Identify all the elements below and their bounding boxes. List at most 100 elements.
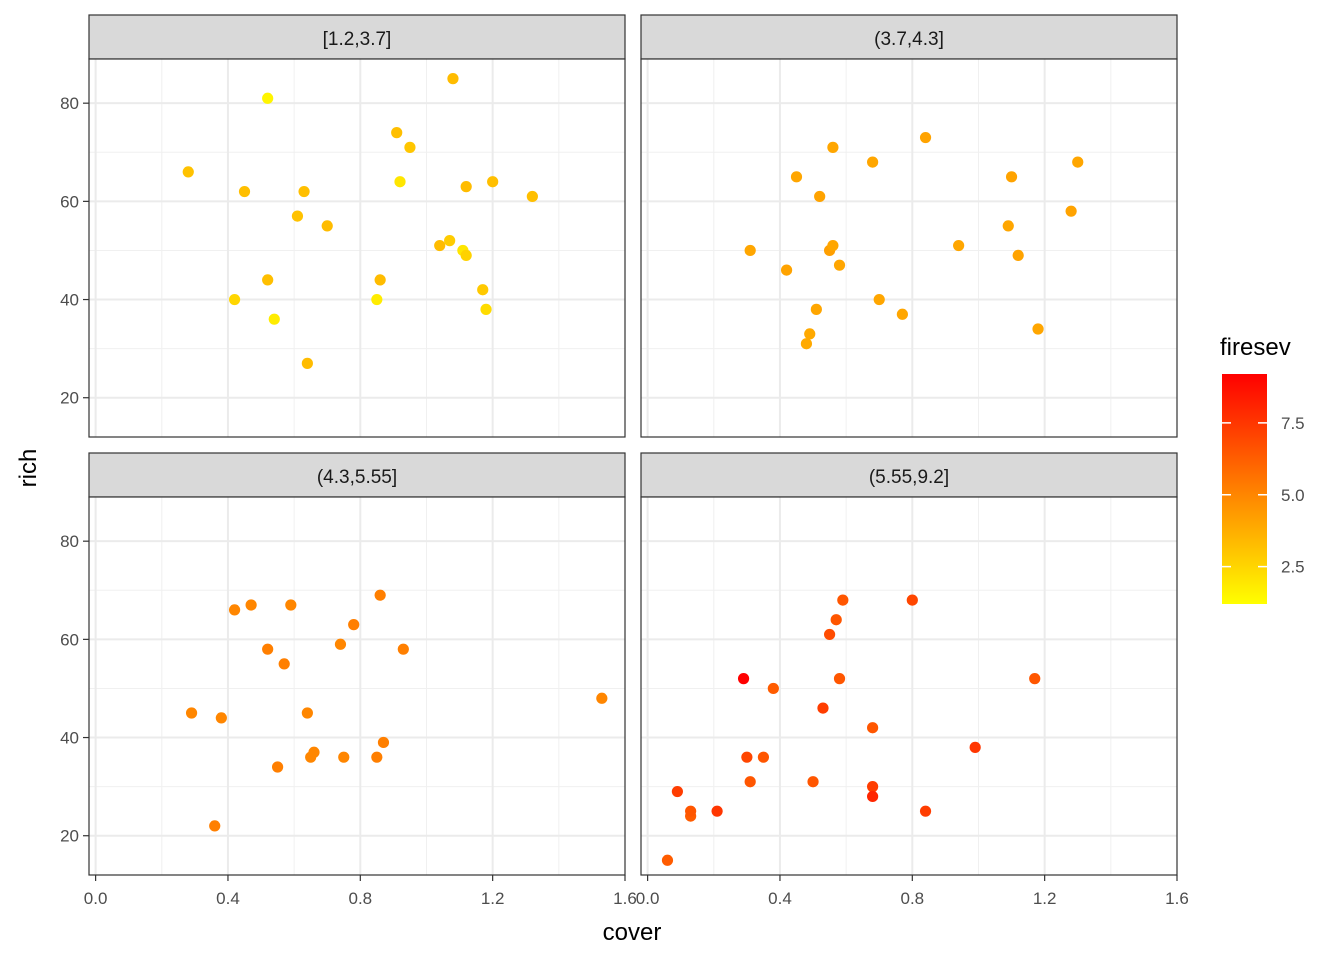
- legend-colorbar: [1222, 374, 1267, 604]
- data-point: [301, 357, 313, 369]
- legend-tick-label: 2.5: [1281, 558, 1305, 577]
- y-tick-label: 40: [60, 729, 79, 748]
- data-point: [741, 751, 753, 763]
- gridlines: [641, 497, 1177, 875]
- data-point: [757, 751, 770, 763]
- data-point: [800, 338, 813, 350]
- legend-ticks: 2.5 5.0 7.5: [1222, 414, 1305, 577]
- x-tick-label: 1.2: [1033, 889, 1057, 908]
- panel-border: [88, 58, 626, 438]
- data-point: [374, 589, 386, 601]
- x-tick-label: 0.0: [84, 889, 108, 908]
- data-point: [460, 249, 472, 261]
- x-tick-label: 0.0: [636, 889, 660, 908]
- x-tick-label: 0.8: [348, 889, 372, 908]
- y-tick-label: 20: [60, 827, 79, 846]
- data-point: [238, 185, 251, 198]
- data-point: [1065, 205, 1077, 217]
- facet-panel: (4.3,5.55] 20 40 60 80 0.0 0.4 0.8 1.2 1.6: [60, 452, 637, 908]
- data-point: [278, 658, 290, 670]
- data-point: [737, 673, 750, 685]
- plot-area: [641, 59, 1177, 437]
- data-point: [833, 673, 846, 685]
- gridlines: [641, 59, 1177, 437]
- data-point: [1005, 171, 1018, 183]
- facet-strip: [88, 452, 626, 498]
- gridlines: [89, 497, 625, 875]
- data-point: [434, 239, 446, 252]
- x-tick-label: 0.4: [768, 889, 792, 908]
- facet-strip-label: (5.55,9.2]: [869, 467, 949, 488]
- data-point: [661, 854, 674, 866]
- data-point: [268, 313, 280, 325]
- facet-panel: [1.2,3.7] 20 40 60 80: [60, 14, 626, 438]
- data-point: [185, 707, 198, 719]
- scatter-points: [185, 589, 608, 832]
- data-point: [291, 210, 304, 222]
- plot-area: [89, 497, 625, 875]
- data-point: [790, 171, 803, 183]
- data-point: [182, 166, 194, 178]
- y-tick-label: 40: [60, 291, 79, 310]
- plot-area: [89, 59, 625, 437]
- data-point: [744, 776, 756, 788]
- data-point: [744, 244, 756, 257]
- data-point: [334, 638, 347, 650]
- data-point: [817, 702, 829, 714]
- x-tick-label: 0.8: [900, 889, 924, 908]
- data-point: [1012, 249, 1024, 261]
- y-tick-label: 80: [60, 94, 79, 113]
- data-point: [487, 176, 499, 188]
- data-point: [969, 741, 981, 753]
- data-point: [308, 746, 320, 758]
- data-point: [262, 274, 274, 286]
- scatter-points: [661, 594, 1041, 866]
- data-point: [391, 127, 403, 139]
- data-point: [833, 259, 846, 271]
- facet-strip-label: [1.2,3.7]: [323, 29, 392, 50]
- data-point: [215, 712, 227, 724]
- data-point: [804, 328, 816, 340]
- data-point: [377, 736, 390, 749]
- facet-strip-label: (4.3,5.55]: [317, 467, 397, 488]
- data-point: [228, 604, 241, 616]
- scatter-points: [182, 73, 538, 369]
- data-point: [444, 235, 456, 247]
- legend-title: firesev: [1220, 334, 1291, 361]
- data-point: [228, 293, 241, 306]
- color-legend: firesev 2.5 5.0 7.5: [1220, 334, 1305, 604]
- data-point: [245, 599, 257, 611]
- data-point: [480, 303, 492, 315]
- data-point: [685, 805, 697, 817]
- data-point: [338, 751, 350, 763]
- y-tick-label: 60: [60, 630, 79, 649]
- facet-panel: (5.55,9.2] 0.0 0.4 0.8 1.2 1.6: [636, 452, 1189, 908]
- data-point: [404, 141, 416, 153]
- data-point: [1029, 673, 1041, 685]
- data-point: [374, 274, 386, 286]
- data-point: [837, 594, 849, 606]
- x-tick-label: 1.2: [481, 889, 505, 908]
- panel-border: [640, 496, 1178, 876]
- data-point: [953, 239, 965, 252]
- data-point: [447, 73, 459, 85]
- data-point: [780, 264, 793, 276]
- data-point: [1072, 156, 1084, 168]
- facet-panel: (3.7,4.3]: [640, 14, 1178, 438]
- data-point: [394, 176, 406, 188]
- data-point: [262, 643, 274, 655]
- y-tick-label: 20: [60, 389, 79, 408]
- data-point: [371, 293, 383, 306]
- data-point: [919, 131, 932, 144]
- data-point: [814, 190, 826, 203]
- facet-strip-label: (3.7,4.3]: [874, 29, 944, 50]
- data-point: [711, 805, 723, 817]
- data-point: [867, 781, 879, 793]
- legend-tick-label: 7.5: [1281, 414, 1305, 433]
- x-axis-title: cover: [603, 919, 662, 946]
- data-point: [321, 220, 333, 232]
- panel-border: [640, 58, 1178, 438]
- facet-strip: [88, 14, 626, 60]
- data-point: [830, 614, 842, 626]
